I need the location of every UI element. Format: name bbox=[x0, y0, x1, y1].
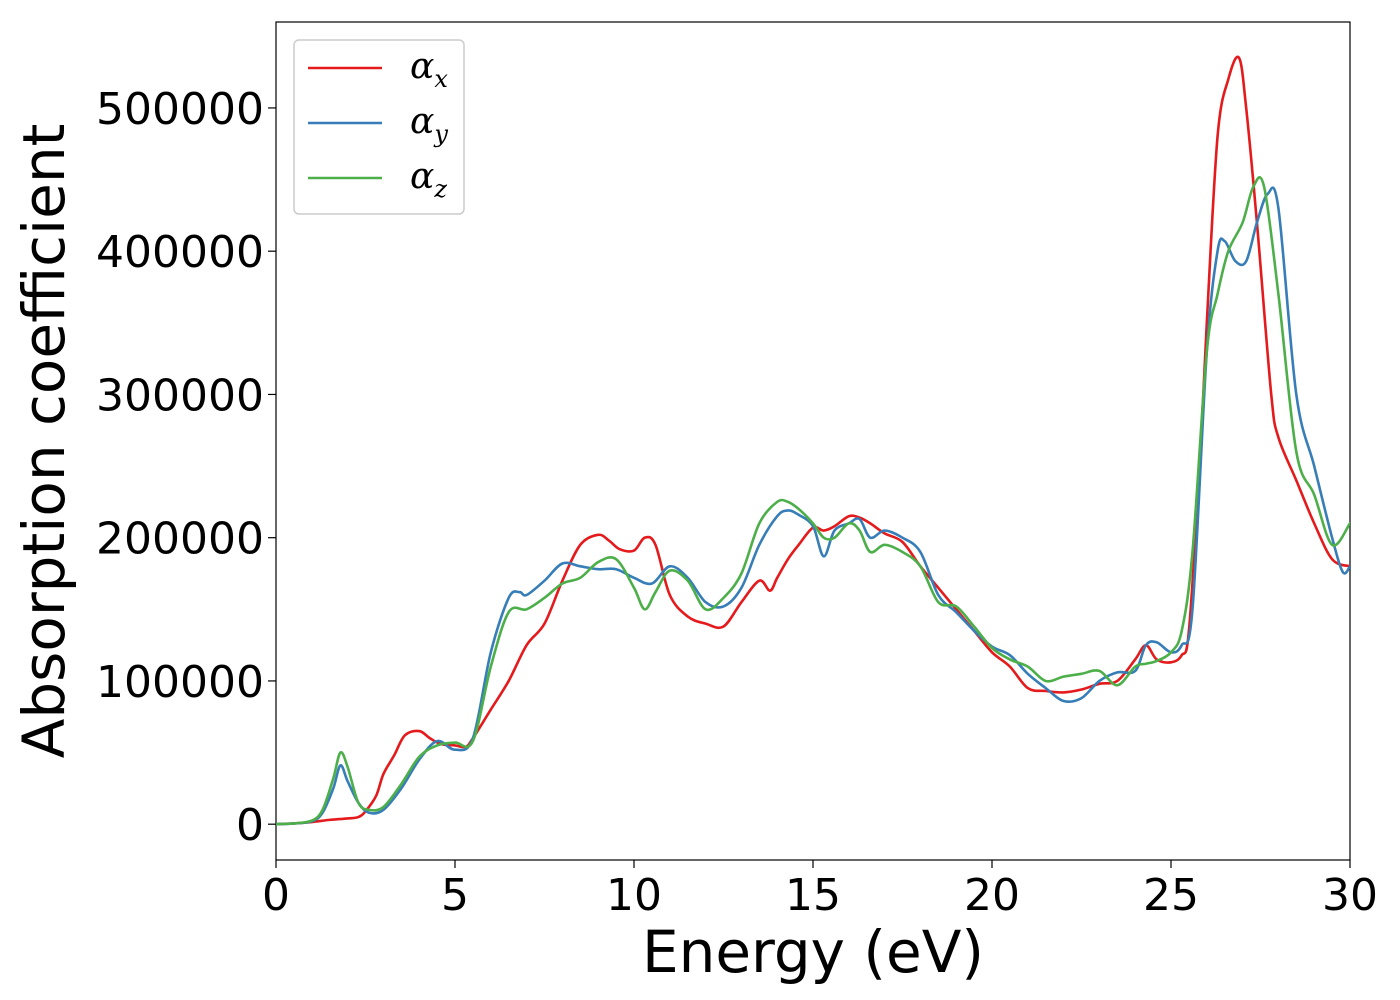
x-axis-label: Energy (eV) bbox=[642, 918, 984, 986]
series-lines bbox=[276, 55, 1350, 826]
y-tick-label: 0 bbox=[236, 800, 264, 851]
legend-label-z: αz bbox=[410, 156, 447, 203]
x-tick-label: 25 bbox=[1143, 870, 1199, 921]
x-tick-label: 15 bbox=[785, 870, 841, 921]
legend-label-subscript: x bbox=[434, 65, 448, 93]
legend-label-subscript: y bbox=[433, 120, 448, 148]
x-axis-ticks: 0 5 10 15 20 25 30 bbox=[262, 860, 1378, 921]
y-tick-label: 400000 bbox=[96, 227, 264, 278]
legend-label-base: α bbox=[410, 156, 434, 197]
x-tick-label: 20 bbox=[964, 870, 1020, 921]
y-tick-label: 100000 bbox=[96, 657, 264, 708]
x-tick-label: 5 bbox=[441, 870, 469, 921]
legend-box bbox=[293, 39, 465, 215]
series-line-y bbox=[276, 186, 1350, 826]
legend-label-base: α bbox=[410, 46, 434, 87]
legend-label-x: αx bbox=[410, 46, 448, 93]
y-tick-label: 300000 bbox=[96, 370, 264, 421]
series-line-z bbox=[276, 175, 1350, 826]
x-tick-label: 0 bbox=[262, 870, 290, 921]
legend-label-y: αy bbox=[410, 101, 448, 148]
y-axis-ticks: 0 100000 200000 300000 400000 500000 bbox=[96, 84, 276, 851]
y-axis-label: Absorption coefficient bbox=[10, 124, 78, 759]
x-tick-label: 30 bbox=[1322, 870, 1378, 921]
y-tick-label: 500000 bbox=[96, 84, 264, 135]
x-tick-label: 10 bbox=[606, 870, 662, 921]
legend-label-base: α bbox=[410, 101, 434, 142]
legend-label-subscript: z bbox=[433, 175, 447, 203]
y-tick-label: 200000 bbox=[96, 514, 264, 565]
